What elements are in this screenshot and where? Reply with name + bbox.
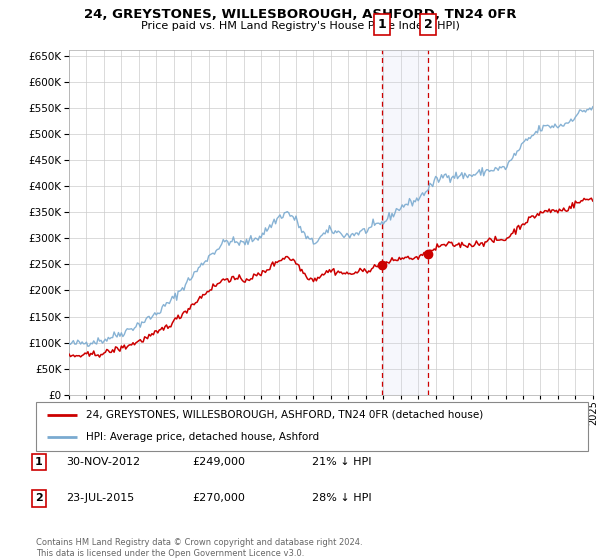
Text: £249,000: £249,000 [192, 457, 245, 467]
Text: 24, GREYSTONES, WILLESBOROUGH, ASHFORD, TN24 0FR: 24, GREYSTONES, WILLESBOROUGH, ASHFORD, … [84, 8, 516, 21]
Text: 23-JUL-2015: 23-JUL-2015 [66, 493, 134, 503]
Text: 1: 1 [377, 18, 386, 31]
Text: HPI: Average price, detached house, Ashford: HPI: Average price, detached house, Ashf… [86, 432, 319, 442]
FancyBboxPatch shape [36, 402, 588, 451]
Text: 1: 1 [35, 457, 43, 467]
Text: 30-NOV-2012: 30-NOV-2012 [66, 457, 140, 467]
Text: 2: 2 [35, 493, 43, 503]
Text: 24, GREYSTONES, WILLESBOROUGH, ASHFORD, TN24 0FR (detached house): 24, GREYSTONES, WILLESBOROUGH, ASHFORD, … [86, 410, 483, 420]
Text: 28% ↓ HPI: 28% ↓ HPI [312, 493, 371, 503]
Text: 21% ↓ HPI: 21% ↓ HPI [312, 457, 371, 467]
Text: Contains HM Land Registry data © Crown copyright and database right 2024.
This d: Contains HM Land Registry data © Crown c… [36, 538, 362, 558]
Bar [382, 50, 428, 395]
Text: Price paid vs. HM Land Registry's House Price Index (HPI): Price paid vs. HM Land Registry's House … [140, 21, 460, 31]
Text: 2: 2 [424, 18, 432, 31]
Text: £270,000: £270,000 [192, 493, 245, 503]
